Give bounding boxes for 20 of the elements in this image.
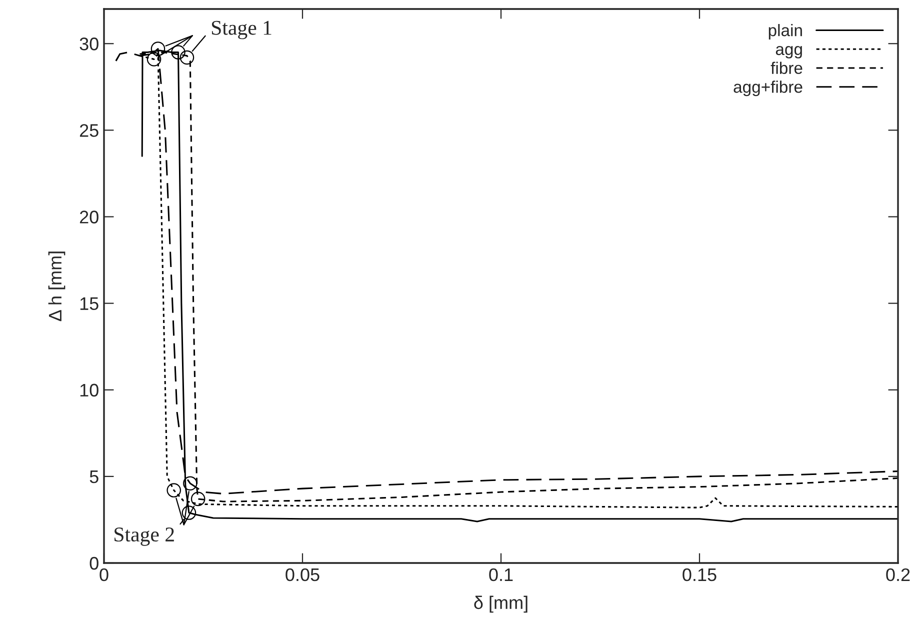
- x-tick-label: 0.15: [682, 568, 716, 582]
- y-tick-label: 30: [80, 38, 98, 50]
- x-tick-label: 0.05: [286, 568, 320, 582]
- x-tick-label: 0.1: [489, 568, 513, 582]
- y-tick-label: 10: [80, 384, 98, 397]
- annotation: Stage 2: [114, 528, 174, 546]
- legend-label: plain: [768, 24, 802, 40]
- y-axis-title: Δ h [mm]: [48, 252, 66, 322]
- x-tick-label: 0.2: [886, 568, 910, 582]
- y-tick-label: 5: [90, 470, 98, 484]
- annotation: Stage 1: [212, 20, 272, 40]
- legend-label: agg: [776, 46, 802, 58]
- y-tick-label: 25: [80, 124, 98, 137]
- y-tick-label: 0: [90, 556, 98, 570]
- legend-label: fibre: [770, 62, 802, 74]
- legend-label: agg+fibre: [734, 80, 802, 96]
- x-tick-label: 0: [100, 568, 108, 582]
- y-tick-label: 20: [80, 210, 98, 224]
- y-tick-label: 15: [80, 297, 98, 310]
- x-axis-title: δ [mm]: [474, 596, 528, 613]
